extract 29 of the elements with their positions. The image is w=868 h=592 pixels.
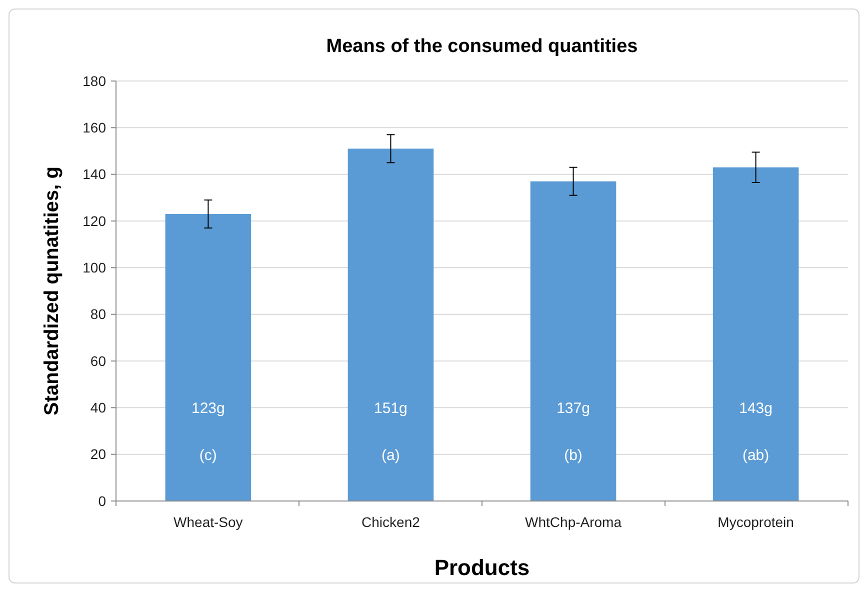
x-tick-label: Wheat-Soy: [174, 514, 243, 530]
bar: [530, 181, 616, 501]
y-tick-label: 20: [90, 446, 106, 462]
annotation: (a): [382, 447, 400, 464]
y-tick-label: 160: [82, 120, 106, 136]
bar: [348, 148, 434, 501]
data-label: 137g: [556, 400, 590, 417]
bar: [712, 167, 799, 501]
y-tick-label: 80: [90, 306, 106, 322]
data-label: 123g: [191, 400, 225, 417]
x-tick-label: WhtChp-Aroma: [525, 514, 622, 530]
y-tick-label: 60: [90, 352, 106, 369]
y-tick-label: 100: [82, 260, 106, 276]
y-tick-label: 40: [90, 400, 106, 416]
annotation: (ab): [742, 447, 770, 464]
annotation: (b): [564, 447, 582, 464]
bar: [165, 214, 252, 501]
data-label: 143g: [739, 400, 773, 417]
x-tick-label: Mycoprotein: [718, 514, 794, 530]
annotation: (c): [199, 447, 217, 464]
y-axis-title: Standardized qunatities, g: [41, 166, 63, 416]
y-tick-label: 120: [82, 212, 106, 229]
x-tick-label: Chicken2: [362, 514, 420, 530]
x-axis-title: Products: [434, 555, 530, 580]
data-label: 151g: [374, 400, 408, 417]
y-tick-label: 140: [82, 166, 106, 182]
chart-title: Means of the consumed quantities: [326, 36, 638, 57]
y-tick-label: 180: [82, 72, 106, 89]
y-tick-label: 0: [98, 492, 106, 509]
